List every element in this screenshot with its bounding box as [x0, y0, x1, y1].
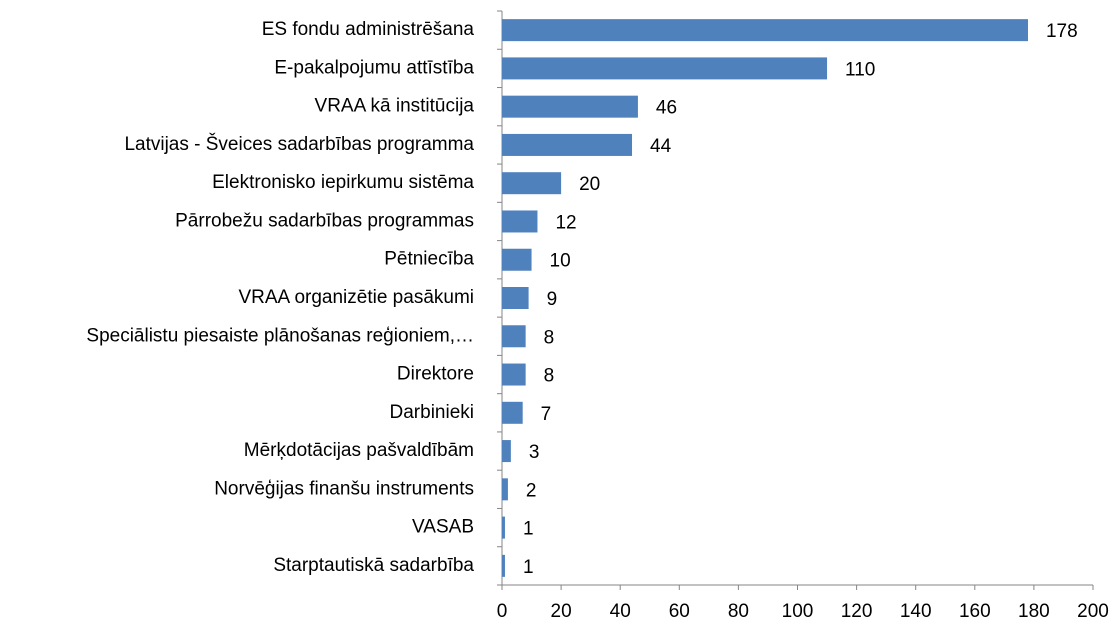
- data-label: 8: [544, 366, 555, 387]
- bar: [502, 133, 633, 156]
- data-label: 1: [523, 519, 534, 540]
- y-tick-label: Latvijas - Šveices sadarbības programma: [124, 133, 474, 155]
- data-label: 10: [550, 251, 571, 272]
- data-label: 7: [541, 404, 552, 425]
- bar: [502, 363, 526, 386]
- data-label: 44: [650, 136, 672, 157]
- x-tick-label: 80: [728, 601, 749, 622]
- data-label: 20: [579, 174, 600, 195]
- y-tick-label: Darbinieki: [390, 402, 474, 423]
- y-tick-label: VASAB: [412, 517, 474, 538]
- y-tick-label: E-pakalpojumu attīstība: [274, 57, 474, 78]
- bar: [502, 95, 638, 118]
- x-tick-label: 20: [551, 601, 572, 622]
- data-label: 110: [845, 59, 875, 80]
- y-tick-label: Pētniecība: [384, 249, 474, 270]
- bar: [502, 325, 526, 348]
- data-label: 46: [656, 98, 677, 119]
- bar: [502, 172, 562, 195]
- x-tick-label: 0: [497, 601, 508, 622]
- data-label: 12: [555, 212, 576, 233]
- y-tick-label: VRAA organizētie pasākumi: [238, 287, 474, 308]
- x-tick-label: 140: [900, 601, 932, 622]
- y-tick-label: Speciālistu piesaiste plānošanas reģioni…: [86, 325, 474, 346]
- x-tick-label: 40: [610, 601, 631, 622]
- y-tick-label: VRAA kā institūcija: [315, 96, 475, 117]
- y-tick-label: ES fondu administrēšana: [262, 19, 475, 40]
- data-label: 8: [544, 327, 555, 348]
- bar: [502, 210, 538, 233]
- x-tick-label: 200: [1077, 601, 1109, 622]
- y-tick-label: Starptautiskā sadarbība: [273, 555, 474, 576]
- x-tick-label: 120: [841, 601, 873, 622]
- bar: [502, 248, 532, 271]
- x-tick-label: 60: [669, 601, 690, 622]
- data-label: 9: [547, 289, 558, 310]
- bar: [502, 478, 508, 501]
- data-label: 2: [526, 480, 537, 501]
- bar: [502, 287, 529, 309]
- y-tick-label: Direktore: [397, 364, 474, 385]
- bar: [502, 554, 505, 577]
- x-tick-label: 100: [782, 601, 814, 622]
- bar: [502, 19, 1028, 42]
- y-tick-label: Pārrobežu sadarbības programmas: [175, 210, 474, 231]
- data-label: 3: [529, 442, 540, 463]
- bar: [502, 401, 523, 424]
- data-label: 178: [1046, 21, 1078, 42]
- y-tick-label: Elektronisko iepirkumu sistēma: [212, 172, 474, 193]
- bar: [502, 516, 505, 539]
- bar: [502, 440, 511, 463]
- y-tick-label: Norvēģijas finanšu instruments: [214, 478, 474, 499]
- bar: [502, 57, 828, 80]
- x-tick-label: 180: [1018, 601, 1050, 622]
- y-tick-label: Mērķdotācijas pašvaldībām: [244, 440, 474, 461]
- x-tick-label: 160: [959, 601, 991, 622]
- data-label: 1: [523, 557, 534, 578]
